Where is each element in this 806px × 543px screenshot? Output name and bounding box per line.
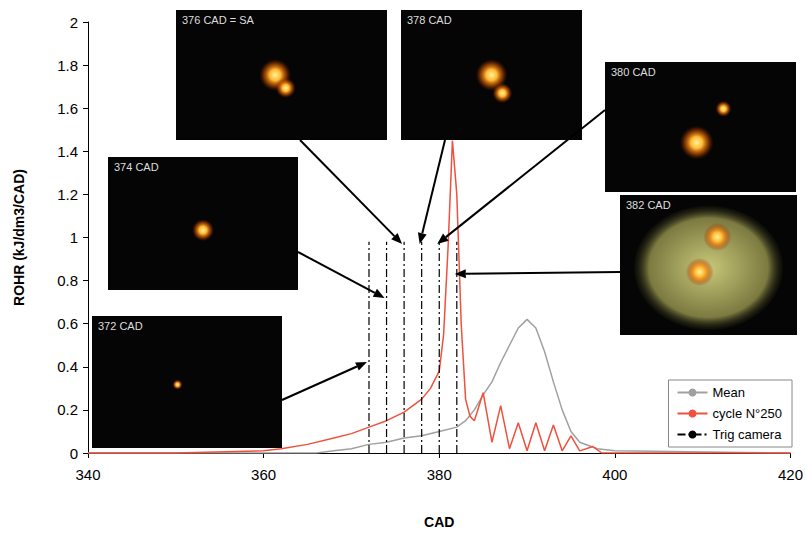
svg-text:2: 2: [70, 14, 78, 31]
svg-text:378 CAD: 378 CAD: [407, 14, 452, 26]
svg-text:Trig camera: Trig camera: [712, 427, 782, 442]
svg-text:1.4: 1.4: [57, 143, 78, 160]
svg-text:0: 0: [70, 445, 78, 462]
svg-text:ROHR (kJ/dm3/CAD): ROHR (kJ/dm3/CAD): [11, 169, 27, 306]
svg-text:340: 340: [75, 466, 100, 483]
svg-text:374 CAD: 374 CAD: [114, 161, 159, 173]
svg-text:376 CAD = SA: 376 CAD = SA: [182, 14, 255, 26]
svg-text:0.6: 0.6: [57, 315, 78, 332]
svg-text:1.8: 1.8: [57, 57, 78, 74]
svg-text:420: 420: [778, 466, 803, 483]
svg-text:1.2: 1.2: [57, 186, 78, 203]
svg-text:380 CAD: 380 CAD: [611, 66, 656, 78]
svg-text:1: 1: [70, 229, 78, 246]
svg-text:372 CAD: 372 CAD: [98, 320, 143, 332]
svg-text:360: 360: [251, 466, 276, 483]
svg-text:0.8: 0.8: [57, 272, 78, 289]
svg-text:400: 400: [602, 466, 627, 483]
svg-text:Mean: Mean: [712, 385, 745, 400]
svg-text:0.2: 0.2: [57, 401, 78, 418]
svg-text:1.6: 1.6: [57, 100, 78, 117]
svg-text:0.4: 0.4: [57, 358, 78, 375]
svg-text:380: 380: [427, 466, 452, 483]
svg-text:382 CAD: 382 CAD: [626, 199, 671, 211]
svg-text:CAD: CAD: [424, 514, 454, 530]
svg-text:cycle N°250: cycle N°250: [712, 406, 782, 421]
